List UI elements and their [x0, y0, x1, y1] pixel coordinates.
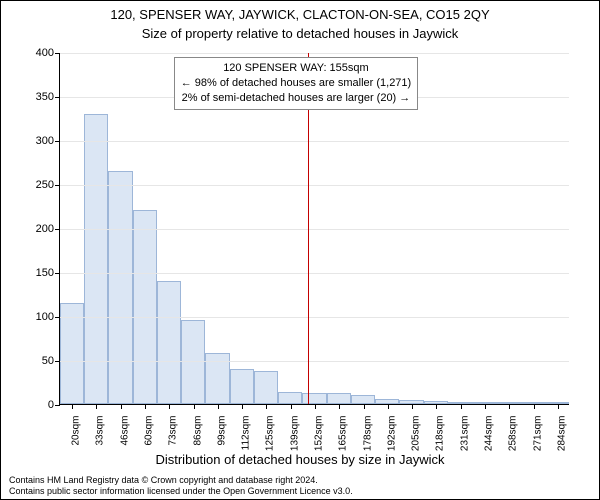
xtick-mark: [242, 404, 243, 409]
histogram-bar: [108, 171, 132, 404]
gridline: [60, 317, 569, 318]
xtick-label: 152sqm: [314, 416, 325, 452]
xtick-label: 205sqm: [411, 416, 422, 452]
xtick-label: 46sqm: [119, 416, 130, 446]
ytick-label: 250: [24, 179, 54, 191]
ytick-mark: [55, 141, 60, 142]
xtick-label: 258sqm: [508, 416, 519, 452]
xtick-label: 112sqm: [241, 416, 252, 451]
xtick-mark: [266, 404, 267, 409]
xtick-label: 218sqm: [435, 416, 446, 452]
xtick-mark: [72, 404, 73, 409]
ytick-label: 0: [24, 399, 54, 411]
xtick-label: 178sqm: [362, 416, 373, 452]
xtick-label: 125sqm: [265, 416, 276, 452]
xtick-mark: [412, 404, 413, 409]
histogram-bar: [520, 402, 544, 404]
annotation-line: ← 98% of detached houses are smaller (1,…: [181, 76, 412, 91]
gridline: [60, 141, 569, 142]
histogram-bar: [254, 371, 278, 404]
ytick-label: 100: [24, 311, 54, 323]
histogram-bar: [351, 395, 375, 404]
xtick-label: 86sqm: [192, 416, 203, 446]
xtick-label: 60sqm: [144, 416, 155, 446]
ytick-mark: [55, 53, 60, 54]
gridline: [60, 53, 569, 54]
ytick-mark: [55, 361, 60, 362]
xtick-mark: [558, 404, 559, 409]
histogram-bar: [133, 210, 157, 404]
xtick-label: 231sqm: [459, 416, 470, 452]
xtick-mark: [96, 404, 97, 409]
page-title-line2: Size of property relative to detached ho…: [1, 22, 599, 41]
ytick-label: 300: [24, 135, 54, 147]
xtick-label: 284sqm: [556, 416, 567, 452]
histogram-bar: [545, 402, 569, 404]
chart-plot-area: 05010015020025030035040020sqm33sqm46sqm6…: [59, 53, 569, 405]
xtick-mark: [388, 404, 389, 409]
histogram-bar: [278, 392, 302, 404]
gridline: [60, 185, 569, 186]
xtick-mark: [485, 404, 486, 409]
xtick-mark: [509, 404, 510, 409]
ytick-label: 150: [24, 267, 54, 279]
xtick-mark: [364, 404, 365, 409]
ytick-mark: [55, 405, 60, 406]
histogram-bar: [302, 393, 326, 404]
xtick-label: 73sqm: [168, 416, 179, 446]
ytick-label: 50: [24, 355, 54, 367]
footer-line1: Contains HM Land Registry data © Crown c…: [9, 475, 353, 486]
xtick-mark: [436, 404, 437, 409]
ytick-mark: [55, 317, 60, 318]
footer-line2: Contains public sector information licen…: [9, 486, 353, 497]
ytick-mark: [55, 97, 60, 98]
ytick-label: 400: [24, 47, 54, 59]
ytick-mark: [55, 185, 60, 186]
gridline: [60, 361, 569, 362]
xtick-label: 33sqm: [95, 416, 106, 446]
gridline: [60, 229, 569, 230]
gridline: [60, 273, 569, 274]
annotation-line: 120 SPENSER WAY: 155sqm: [181, 61, 412, 76]
histogram-bar: [181, 320, 205, 404]
xtick-mark: [169, 404, 170, 409]
xtick-mark: [534, 404, 535, 409]
xtick-label: 192sqm: [386, 416, 397, 452]
ytick-label: 350: [24, 91, 54, 103]
xtick-label: 99sqm: [216, 416, 227, 446]
xtick-mark: [145, 404, 146, 409]
ytick-mark: [55, 229, 60, 230]
xtick-mark: [461, 404, 462, 409]
xtick-mark: [339, 404, 340, 409]
histogram-bar: [230, 369, 254, 404]
footer-attribution: Contains HM Land Registry data © Crown c…: [9, 475, 353, 498]
histogram-bar: [157, 281, 181, 404]
xtick-label: 165sqm: [338, 416, 349, 452]
xtick-mark: [291, 404, 292, 409]
page-title-line1: 120, SPENSER WAY, JAYWICK, CLACTON-ON-SE…: [1, 1, 599, 22]
ytick-label: 200: [24, 223, 54, 235]
ytick-mark: [55, 273, 60, 274]
xtick-mark: [315, 404, 316, 409]
xtick-mark: [218, 404, 219, 409]
xtick-label: 271sqm: [532, 416, 543, 452]
annotation-box: 120 SPENSER WAY: 155sqm← 98% of detached…: [174, 57, 419, 110]
histogram-bar: [327, 393, 351, 404]
xtick-label: 20sqm: [71, 416, 82, 446]
xtick-label: 244sqm: [484, 416, 495, 452]
annotation-line: 2% of semi-detached houses are larger (2…: [181, 91, 412, 106]
xtick-mark: [121, 404, 122, 409]
x-axis-label: Distribution of detached houses by size …: [1, 452, 599, 467]
xtick-mark: [194, 404, 195, 409]
xtick-label: 139sqm: [289, 416, 300, 452]
